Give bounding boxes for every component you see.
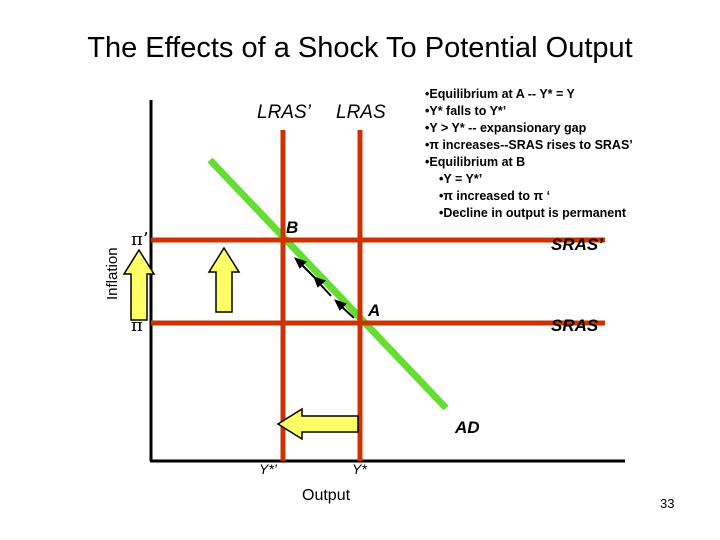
page-number: 33 — [660, 496, 675, 511]
note-item: •Equilibrium at A -- Y* = Y — [425, 87, 575, 101]
x-axis-label: Output — [302, 487, 351, 504]
note-item: •Y > Y* -- expansionary gap — [425, 121, 587, 135]
note-subitem: •Y = Y*’ — [439, 172, 483, 186]
sras-prime-label: SRAS’ — [551, 235, 603, 254]
adjustment-path-arrows — [294, 257, 355, 319]
pi-prime-tick: π’ — [131, 229, 149, 250]
slide-title: The Effects of a Shock To Potential Outp… — [87, 32, 633, 64]
explanation-notes: •Equilibrium at A -- Y* = Y •Y* falls to… — [425, 86, 633, 222]
inflation-rise-arrow — [122, 248, 156, 321]
y-star-tick: Y* — [352, 461, 367, 477]
ad-label: AD — [455, 418, 480, 437]
note-item: •Y* falls to Y*’ — [425, 104, 507, 118]
note-subitem: •π increased to π ‘ — [439, 189, 551, 203]
sras-label: SRAS — [551, 316, 599, 335]
lras-prime-label: LRAS’ — [257, 102, 311, 123]
note-item: •Equilibrium at B — [425, 155, 526, 169]
sras-shift-arrow — [207, 246, 241, 313]
note-subitem: •Decline in output is permanent — [439, 206, 627, 220]
point-a-label: A — [368, 301, 381, 320]
potential-output-shift-arrow — [276, 407, 359, 441]
lras-label: LRAS — [336, 102, 386, 123]
point-b-label: B — [286, 218, 299, 237]
note-item: •π increases--SRAS rises to SRAS’ — [425, 138, 633, 152]
pi-tick: π — [131, 315, 143, 336]
ad-curve — [207, 157, 449, 411]
y-axis-label: Inflation — [104, 247, 121, 300]
y-star-prime-tick: Y*’ — [259, 461, 277, 477]
